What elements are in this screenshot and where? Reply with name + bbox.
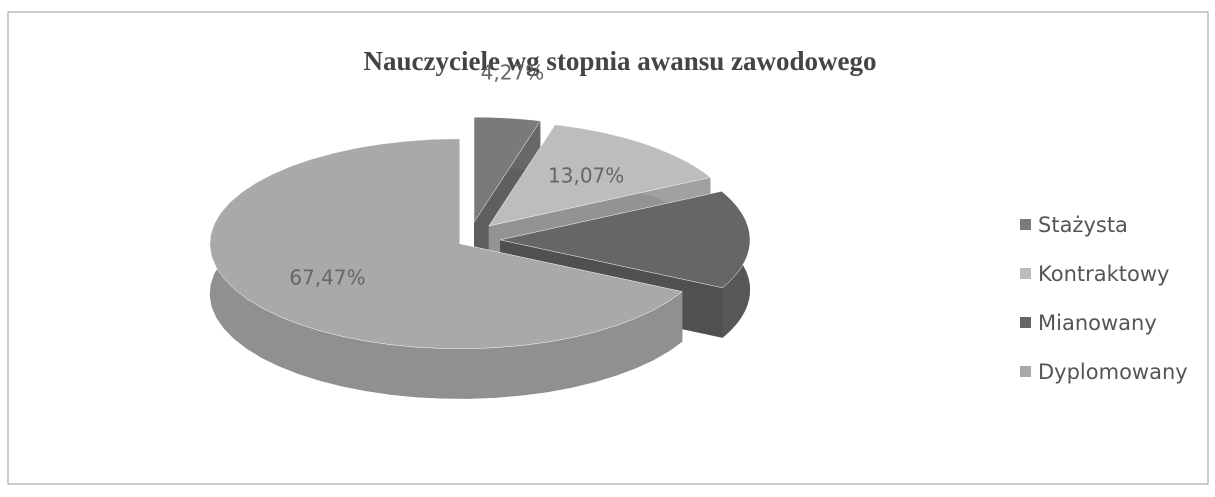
- slice: [488, 124, 711, 227]
- legend-swatch: [1020, 366, 1031, 377]
- legend-label: Mianowany: [1038, 311, 1157, 335]
- legend-swatch: [1020, 219, 1031, 230]
- data-label: 13,07%: [548, 163, 624, 187]
- slice: [209, 138, 683, 349]
- slice: [499, 191, 751, 289]
- data-label: 15,20%: [617, 228, 693, 252]
- legend-label: Stażysta: [1038, 213, 1128, 237]
- legend-label: Dyplomowany: [1038, 360, 1188, 384]
- data-label: 4,27%: [481, 60, 545, 84]
- legend-label: Kontraktowy: [1038, 262, 1169, 286]
- chart-title: Nauczyciele wg stopnia awansu zawodowego: [364, 46, 877, 76]
- legend-swatch: [1020, 268, 1031, 279]
- legend-swatch: [1020, 317, 1031, 328]
- slice: [473, 116, 541, 224]
- data-label: 67,47%: [289, 266, 365, 290]
